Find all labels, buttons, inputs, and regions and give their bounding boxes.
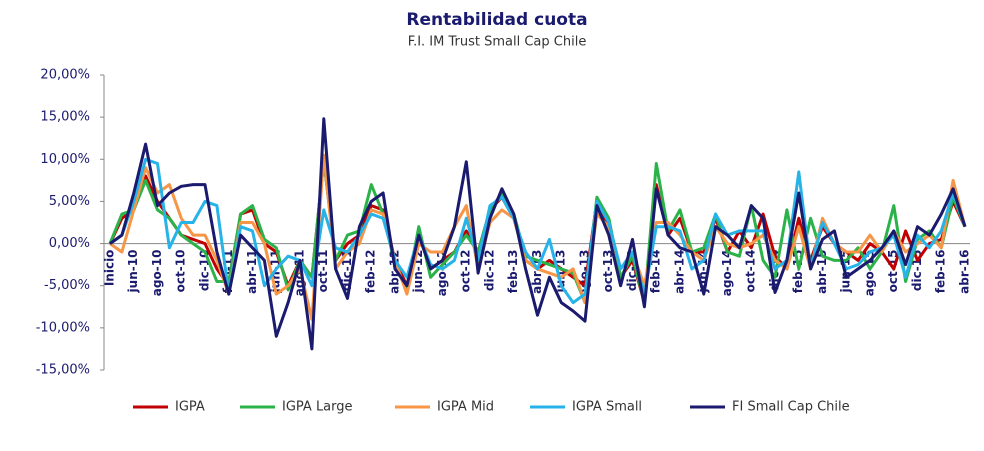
y-tick-label: 0,00% xyxy=(49,236,90,251)
x-tick-label: feb-13 xyxy=(506,250,520,294)
legend-label: IGPA Small xyxy=(572,400,642,415)
x-tick-label: oct-12 xyxy=(459,250,473,293)
x-tick-label: abr-16 xyxy=(958,250,972,294)
x-tick-label: oct-13 xyxy=(601,250,615,293)
y-tick-label: 20,00% xyxy=(40,68,90,83)
legend-label: FI Small Cap Chile xyxy=(732,400,850,415)
series-line xyxy=(109,117,967,351)
y-tick-label: 15,00% xyxy=(40,110,90,125)
x-tick-label: Inicio xyxy=(103,250,117,287)
x-tick-label: oct-11 xyxy=(316,250,330,293)
x-tick-label: feb-16 xyxy=(934,250,948,294)
x-tick-label: abr-15 xyxy=(815,250,829,294)
series-line xyxy=(108,157,967,305)
chart-title: Rentabilidad cuota xyxy=(406,10,587,30)
legend-label: IGPA Mid xyxy=(437,400,494,415)
legend-label: IGPA xyxy=(175,400,205,415)
x-tick-label: dic-12 xyxy=(483,250,497,291)
x-tick-label: oct-14 xyxy=(744,250,758,293)
x-tick-label: ago-14 xyxy=(720,250,734,297)
x-tick-label: dic-15 xyxy=(910,250,924,291)
legend-label: IGPA Large xyxy=(282,400,353,415)
y-tick-label: 5,00% xyxy=(49,194,90,209)
x-tick-label: feb-14 xyxy=(649,250,663,294)
x-tick-label: abr-12 xyxy=(388,250,402,294)
y-tick-label: -10,00% xyxy=(36,320,90,335)
y-tick-label: 10,00% xyxy=(40,152,90,167)
y-tick-label: -15,00% xyxy=(36,363,90,378)
x-tick-label: ago-10 xyxy=(150,250,164,297)
y-tick-label: -5,00% xyxy=(44,278,90,293)
x-tick-label: abr-14 xyxy=(673,250,687,294)
x-tick-label: jun-10 xyxy=(126,250,140,294)
x-tick-label: feb-12 xyxy=(364,250,378,294)
x-tick-label: jun-13 xyxy=(554,250,568,294)
x-tick-label: abr-11 xyxy=(245,250,259,294)
chart-subtitle: F.I. IM Trust Small Cap Chile xyxy=(408,35,587,50)
x-tick-label: oct-10 xyxy=(174,250,188,293)
series-line xyxy=(109,157,967,305)
